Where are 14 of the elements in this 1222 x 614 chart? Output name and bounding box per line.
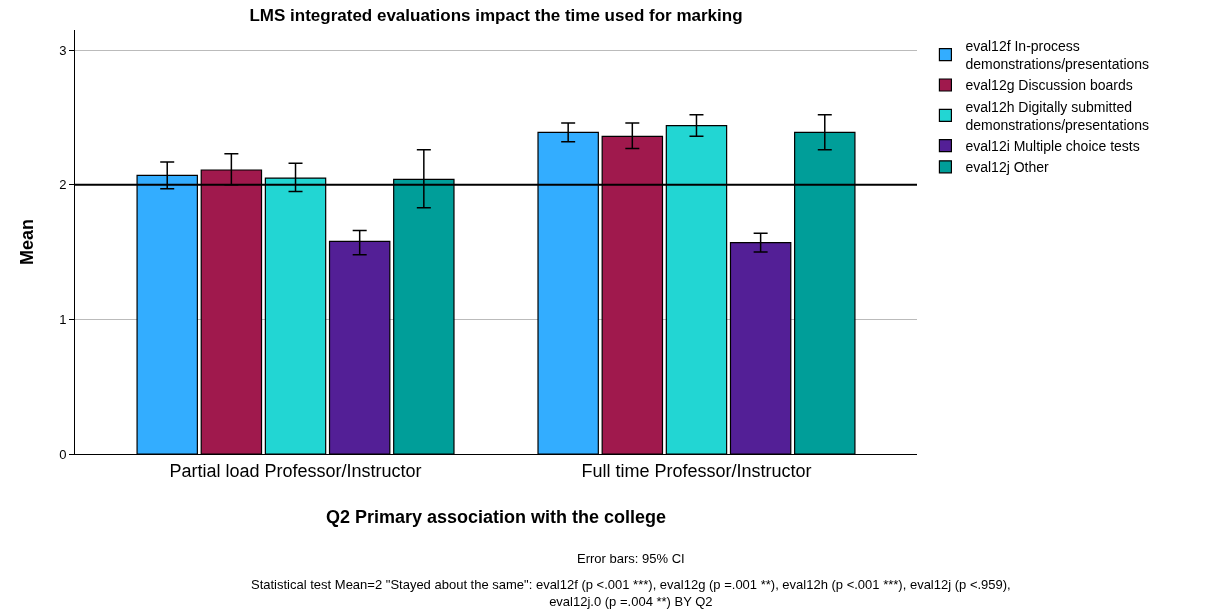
chart-title: LMS integrated evaluations impact the time used for marking	[249, 6, 743, 26]
y-tick-label: 3	[59, 42, 67, 58]
x-tick-label: Partial load Professor/Instructor	[169, 460, 422, 481]
legend-label: eval12i Multiple choice tests	[965, 138, 1140, 155]
y-tick-label: 0	[59, 446, 67, 462]
x-tick-label: Full time Professor/Instructor	[581, 460, 812, 481]
text: Error bars: 95% CI	[577, 551, 685, 566]
legend-label: eval12j Other	[965, 159, 1050, 176]
text: Statistical test Mean=2 "Stayed about the same": eval12f (p <.001 ***), eval12g (p =.001 **), eval12h (p <.001 ***), eval12j (p <.959), eval12j.0 (p =.004 **) BY Q2	[251, 577, 1011, 609]
legend-label: eval12g Discussion boards	[965, 77, 1133, 94]
x-axis-title: Q2 Primary association with the college	[325, 506, 667, 527]
y-tick-label: 2	[59, 177, 67, 193]
y-tick-label: 1	[59, 311, 67, 327]
y-axis-title: Mean	[17, 218, 38, 266]
